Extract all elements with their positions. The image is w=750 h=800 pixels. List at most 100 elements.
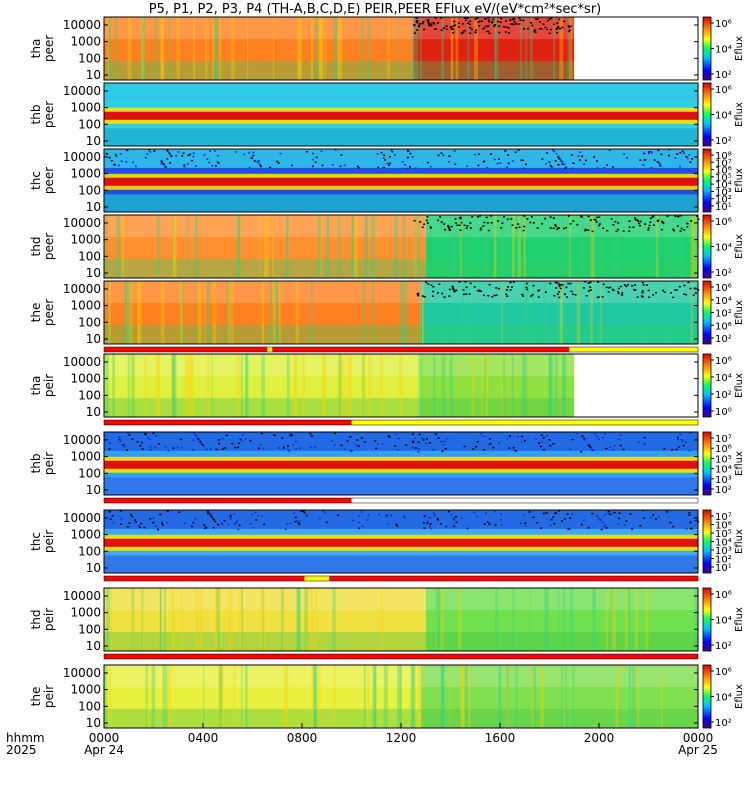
colorbar-tick-label: 10² bbox=[715, 309, 732, 320]
y-tick-label: 100 bbox=[78, 183, 101, 197]
colorbar-label: Eflux bbox=[734, 300, 745, 325]
spectrogram-band bbox=[104, 665, 421, 728]
spectrogram-band bbox=[104, 17, 414, 80]
colorbar-label: Eflux bbox=[734, 234, 745, 259]
mode-segment bbox=[104, 576, 305, 581]
mode-bar-frame bbox=[103, 497, 699, 504]
y-tick-label: 1000 bbox=[70, 528, 101, 542]
colorbar-tick-label: 10⁵ bbox=[715, 454, 732, 465]
colorbar-tick-label: 10⁶ bbox=[715, 356, 732, 367]
panel-thb-peir: 10000 1000 100 10 thb peir 10⁷10⁶10⁵10⁴10³10²E… bbox=[29, 431, 745, 497]
y-tick-label: 100 bbox=[78, 699, 101, 713]
colorbar-tick-label: 10⁵ bbox=[715, 173, 732, 184]
colorbar-scale bbox=[702, 664, 712, 729]
x-tick-label: 0400 bbox=[188, 731, 219, 745]
panel-frame bbox=[103, 214, 699, 279]
colorbar-tick-label: 10³ bbox=[715, 475, 732, 486]
colorbar-tick-label: 10⁶ bbox=[715, 85, 732, 96]
colorbar-scale bbox=[702, 509, 712, 574]
colorbar-scale bbox=[702, 280, 712, 345]
y-tick-label: 100 bbox=[78, 466, 101, 480]
colorbar-label: Eflux bbox=[734, 102, 745, 127]
y-tick-label: 10 bbox=[86, 483, 101, 497]
mode-bar-frame bbox=[103, 653, 699, 660]
y-axis-label-2: peir bbox=[42, 452, 56, 475]
y-axis-label: thd bbox=[29, 610, 43, 630]
y-tick-label: 10000 bbox=[63, 216, 101, 230]
spectrogram-band bbox=[104, 281, 421, 344]
y-axis-label-2: peer bbox=[42, 299, 56, 326]
colorbar-label: Eflux bbox=[734, 684, 745, 709]
y-tick-label: 100 bbox=[78, 117, 101, 131]
colorbar-tick-label: 10⁶ bbox=[715, 217, 732, 228]
y-tick-label: 10000 bbox=[63, 355, 101, 369]
colorbar-tick-label: 10⁶ bbox=[715, 667, 732, 678]
mode-segment bbox=[351, 498, 698, 503]
colorbar-tick-label: 10² bbox=[715, 70, 732, 81]
y-tick-label: 10 bbox=[86, 332, 101, 346]
y-axis-label-2: peer bbox=[42, 167, 56, 194]
colorbar-scale bbox=[702, 16, 712, 81]
mode-bar bbox=[103, 575, 699, 582]
y-tick-label: 100 bbox=[78, 249, 101, 263]
peak-band-red bbox=[104, 111, 698, 120]
y-axis: 10000 1000 100 10 bbox=[63, 355, 698, 419]
y-axis-label-2: peir bbox=[42, 530, 56, 553]
data-gap bbox=[574, 354, 698, 417]
mode-segment bbox=[104, 420, 352, 425]
colorbar-tick-label: 10⁷ bbox=[715, 512, 732, 523]
colorbar-tick-label: 10⁶ bbox=[715, 590, 732, 601]
colorbar-tick-label: 10⁴ bbox=[715, 111, 732, 122]
panel-frame bbox=[103, 16, 699, 81]
colorbar-label: Eflux bbox=[734, 36, 745, 61]
colorbar-tick-label: 10⁴ bbox=[715, 373, 732, 384]
y-axis-label-2: peer bbox=[42, 233, 56, 260]
low-energy-band bbox=[104, 194, 698, 212]
mode-segment bbox=[304, 576, 330, 581]
y-tick-label: 1000 bbox=[70, 233, 101, 247]
x-tick-label: 0000 bbox=[89, 731, 120, 745]
colorbar-scale bbox=[702, 431, 712, 496]
y-tick-label: 1000 bbox=[70, 299, 101, 313]
colorbar-scale bbox=[702, 82, 712, 147]
low-energy-shade bbox=[104, 632, 698, 651]
y-axis: 10000 1000 100 10 bbox=[63, 589, 698, 653]
colorbar-tick-label: 10² bbox=[715, 390, 732, 401]
colorbar-tick-label: 10⁴ bbox=[715, 616, 732, 627]
colorbar-tick-label: 10² bbox=[715, 641, 732, 652]
high-energy-shade bbox=[104, 17, 575, 40]
mode-bar bbox=[103, 419, 699, 426]
colorbar-label: Eflux bbox=[734, 607, 745, 632]
panel-frame bbox=[103, 82, 699, 147]
y-tick-label: 1000 bbox=[70, 450, 101, 464]
peak-band-red bbox=[104, 177, 698, 186]
high-energy-band bbox=[104, 510, 698, 529]
colorbar-tick-label: 10⁴ bbox=[715, 45, 732, 56]
y-tick-label: 100 bbox=[78, 622, 101, 636]
y-tick-label: 10 bbox=[86, 716, 101, 730]
x-axis-date-label: 2025 bbox=[6, 743, 37, 757]
y-tick-label: 10 bbox=[86, 561, 101, 575]
low-energy-shade bbox=[104, 398, 575, 417]
y-tick-label: 10 bbox=[86, 134, 101, 148]
y-tick-label: 10000 bbox=[63, 150, 101, 164]
y-axis-label: thb bbox=[29, 454, 43, 474]
y-axis: 10000 1000 100 10 bbox=[63, 84, 698, 148]
x-tick-label: 0800 bbox=[287, 731, 318, 745]
y-tick-label: 10000 bbox=[63, 666, 101, 680]
y-tick-label: 1000 bbox=[70, 683, 101, 697]
y-axis-label: thd bbox=[29, 237, 43, 257]
y-axis-label: tha bbox=[29, 376, 43, 396]
y-axis-label-2: peer bbox=[42, 35, 56, 62]
y-axis-label-2: peir bbox=[42, 374, 56, 397]
y-axis: 10000 1000 100 10 bbox=[63, 216, 698, 280]
colorbar-tick-label: 10³ bbox=[715, 546, 732, 557]
y-tick-label: 10000 bbox=[63, 511, 101, 525]
mode-segment bbox=[104, 498, 352, 503]
mode-segment bbox=[272, 347, 570, 352]
colorbar-tick-label: 10² bbox=[715, 485, 732, 496]
